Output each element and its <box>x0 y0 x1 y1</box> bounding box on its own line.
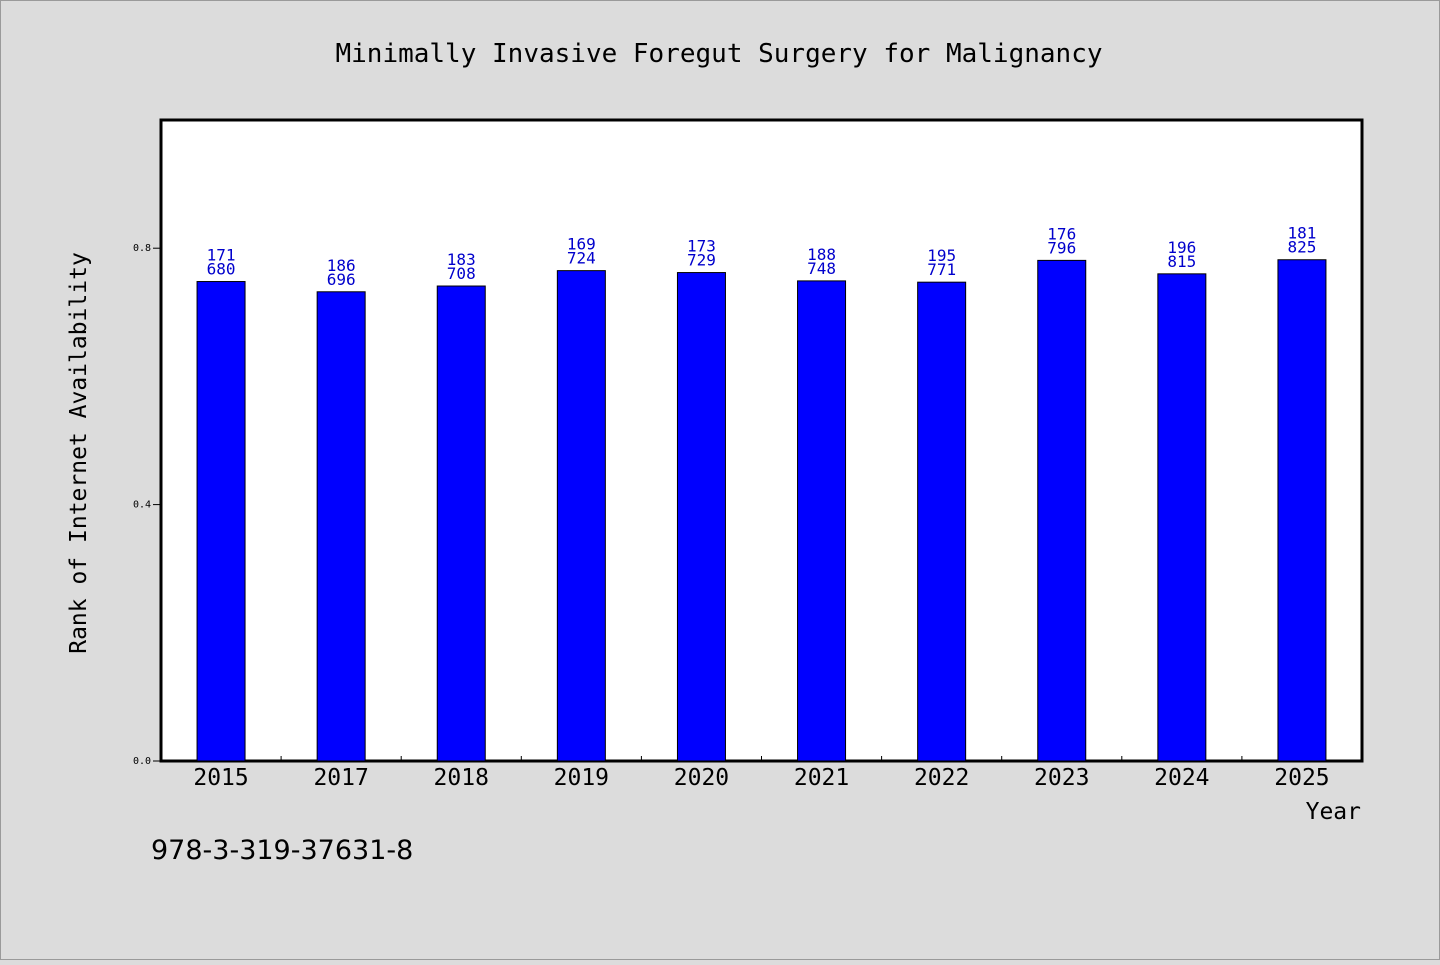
bar-2018 <box>436 285 486 762</box>
bar-2022 <box>917 281 967 762</box>
bar-2021 <box>797 280 847 762</box>
bar-label-top: 169 <box>567 235 596 254</box>
bar-label-bottom: 680 <box>207 260 236 279</box>
bar-label-top: 196 <box>1167 238 1196 257</box>
y-axis: 0.0 0.4 0.8 <box>133 243 161 767</box>
bar-2015 <box>196 281 246 762</box>
x-tick-label: 2021 <box>794 765 849 791</box>
bar-label-bottom: 729 <box>687 251 716 270</box>
bar-label-top: 173 <box>687 237 716 256</box>
bar-label-top: 171 <box>207 246 236 265</box>
bar-label-top: 176 <box>1047 224 1076 243</box>
bar-label-top: 188 <box>807 245 836 264</box>
isbn-note: 978-3-319-37631-8 <box>151 835 414 866</box>
bar-label-top: 183 <box>447 250 476 269</box>
y-tick-label: 0.8 <box>133 243 151 254</box>
bar-2023 <box>1037 259 1087 762</box>
x-tick-label: 2015 <box>193 765 248 791</box>
bar-label-top: 186 <box>327 256 356 275</box>
bar-2024 <box>1157 273 1207 762</box>
bar-label-bottom: 696 <box>327 270 356 289</box>
x-tick-label: 2025 <box>1274 765 1329 791</box>
x-tick-label: 2023 <box>1034 765 1089 791</box>
bar-label-top: 195 <box>927 246 956 265</box>
x-tick-label: 2024 <box>1154 765 1209 791</box>
x-tick-label: 2017 <box>313 765 368 791</box>
x-tick-label: 2022 <box>914 765 969 791</box>
x-tick-label: 2020 <box>674 765 729 791</box>
bar-2019 <box>556 270 606 762</box>
bar-2020 <box>676 272 726 762</box>
bar-label-bottom: 724 <box>567 249 596 268</box>
x-tick-label: 2019 <box>554 765 609 791</box>
bar-label-bottom: 796 <box>1047 238 1076 257</box>
y-tick-label: 0.4 <box>133 500 151 511</box>
x-tick-label: 2018 <box>434 765 489 791</box>
bar-label-bottom: 815 <box>1167 252 1196 271</box>
bar-2017 <box>316 291 366 762</box>
bar-2025 <box>1277 259 1327 762</box>
bar-label-bottom: 771 <box>927 260 956 279</box>
bar-label-bottom: 748 <box>807 259 836 278</box>
x-axis: 2015 2017 2018 2019 2020 2021 2022 2023 2024 2025 <box>193 756 1330 791</box>
y-tick-label: 0.0 <box>133 756 151 767</box>
bar-label-bottom: 825 <box>1287 238 1316 257</box>
x-axis-label: Year <box>1306 799 1361 825</box>
bar-label-bottom: 708 <box>447 264 476 283</box>
chart-title: Minimally Invasive Foregut Surgery for M… <box>335 39 1102 69</box>
y-axis-label: Rank of Internet Availability <box>66 252 92 654</box>
bar-label-top: 181 <box>1287 224 1316 243</box>
